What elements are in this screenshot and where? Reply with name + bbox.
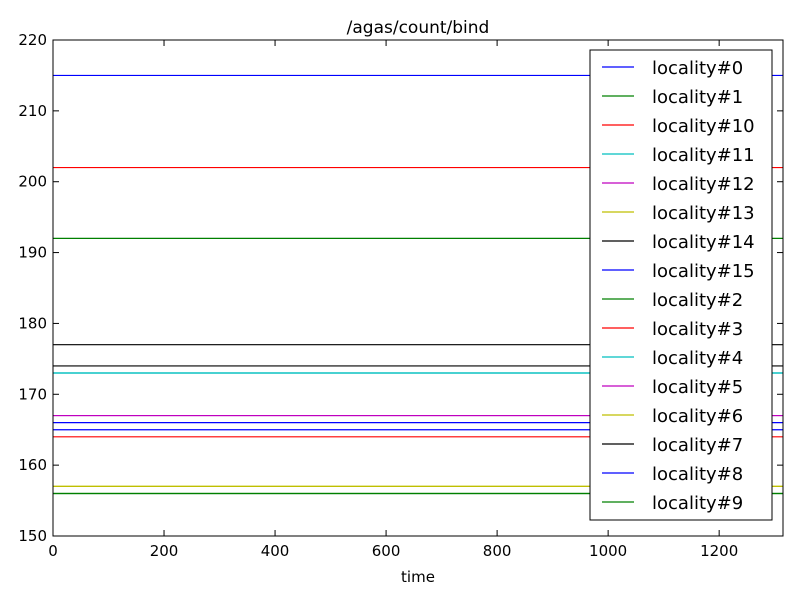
legend-label: locality#0 xyxy=(652,58,743,79)
legend-label: locality#1 xyxy=(652,87,743,108)
legend-label: locality#11 xyxy=(652,145,755,166)
legend-label: locality#15 xyxy=(652,261,755,282)
y-tick-label: 150 xyxy=(18,527,47,545)
legend: locality#0 locality#1 locality#10 locality#… xyxy=(589,49,773,521)
legend-label: locality#6 xyxy=(652,406,743,427)
y-tick-label: 180 xyxy=(18,314,47,332)
legend-box xyxy=(589,49,773,521)
y-tick-label: 220 xyxy=(18,31,47,49)
legend-label: locality#14 xyxy=(652,232,755,253)
x-tick-label: 1000 xyxy=(589,542,627,560)
x-axis-label: time xyxy=(401,568,435,586)
y-tick-label: 160 xyxy=(18,456,47,474)
legend-label: locality#2 xyxy=(652,290,743,311)
chart-title: /agas/count/bind xyxy=(347,18,490,38)
x-tick-label: 400 xyxy=(261,542,290,560)
y-tick-label: 200 xyxy=(18,173,47,191)
legend-label: locality#10 xyxy=(652,116,755,137)
x-tick-label: 1200 xyxy=(700,542,738,560)
plot-frame xyxy=(52,39,784,537)
legend-label: locality#12 xyxy=(652,174,755,195)
legend-label: locality#13 xyxy=(652,203,755,224)
y-tick-label: 190 xyxy=(18,244,47,262)
legend-label: locality#4 xyxy=(652,348,743,369)
x-tick-label: 200 xyxy=(150,542,179,560)
legend-label: locality#9 xyxy=(652,493,743,514)
y-tick-label: 170 xyxy=(18,385,47,403)
legend-label: locality#5 xyxy=(652,377,743,398)
legend-label: locality#7 xyxy=(652,435,743,456)
x-tick-label: 800 xyxy=(483,542,512,560)
legend-label: locality#3 xyxy=(652,319,743,340)
x-tick-label: 0 xyxy=(48,542,58,560)
legend-label: locality#8 xyxy=(652,464,743,485)
x-tick-label: 600 xyxy=(372,542,401,560)
axes: 0 200 400 600 800 1000 1200 150 160 170 180 190 200 2… xyxy=(18,31,784,560)
y-tick-label: 210 xyxy=(18,102,47,120)
